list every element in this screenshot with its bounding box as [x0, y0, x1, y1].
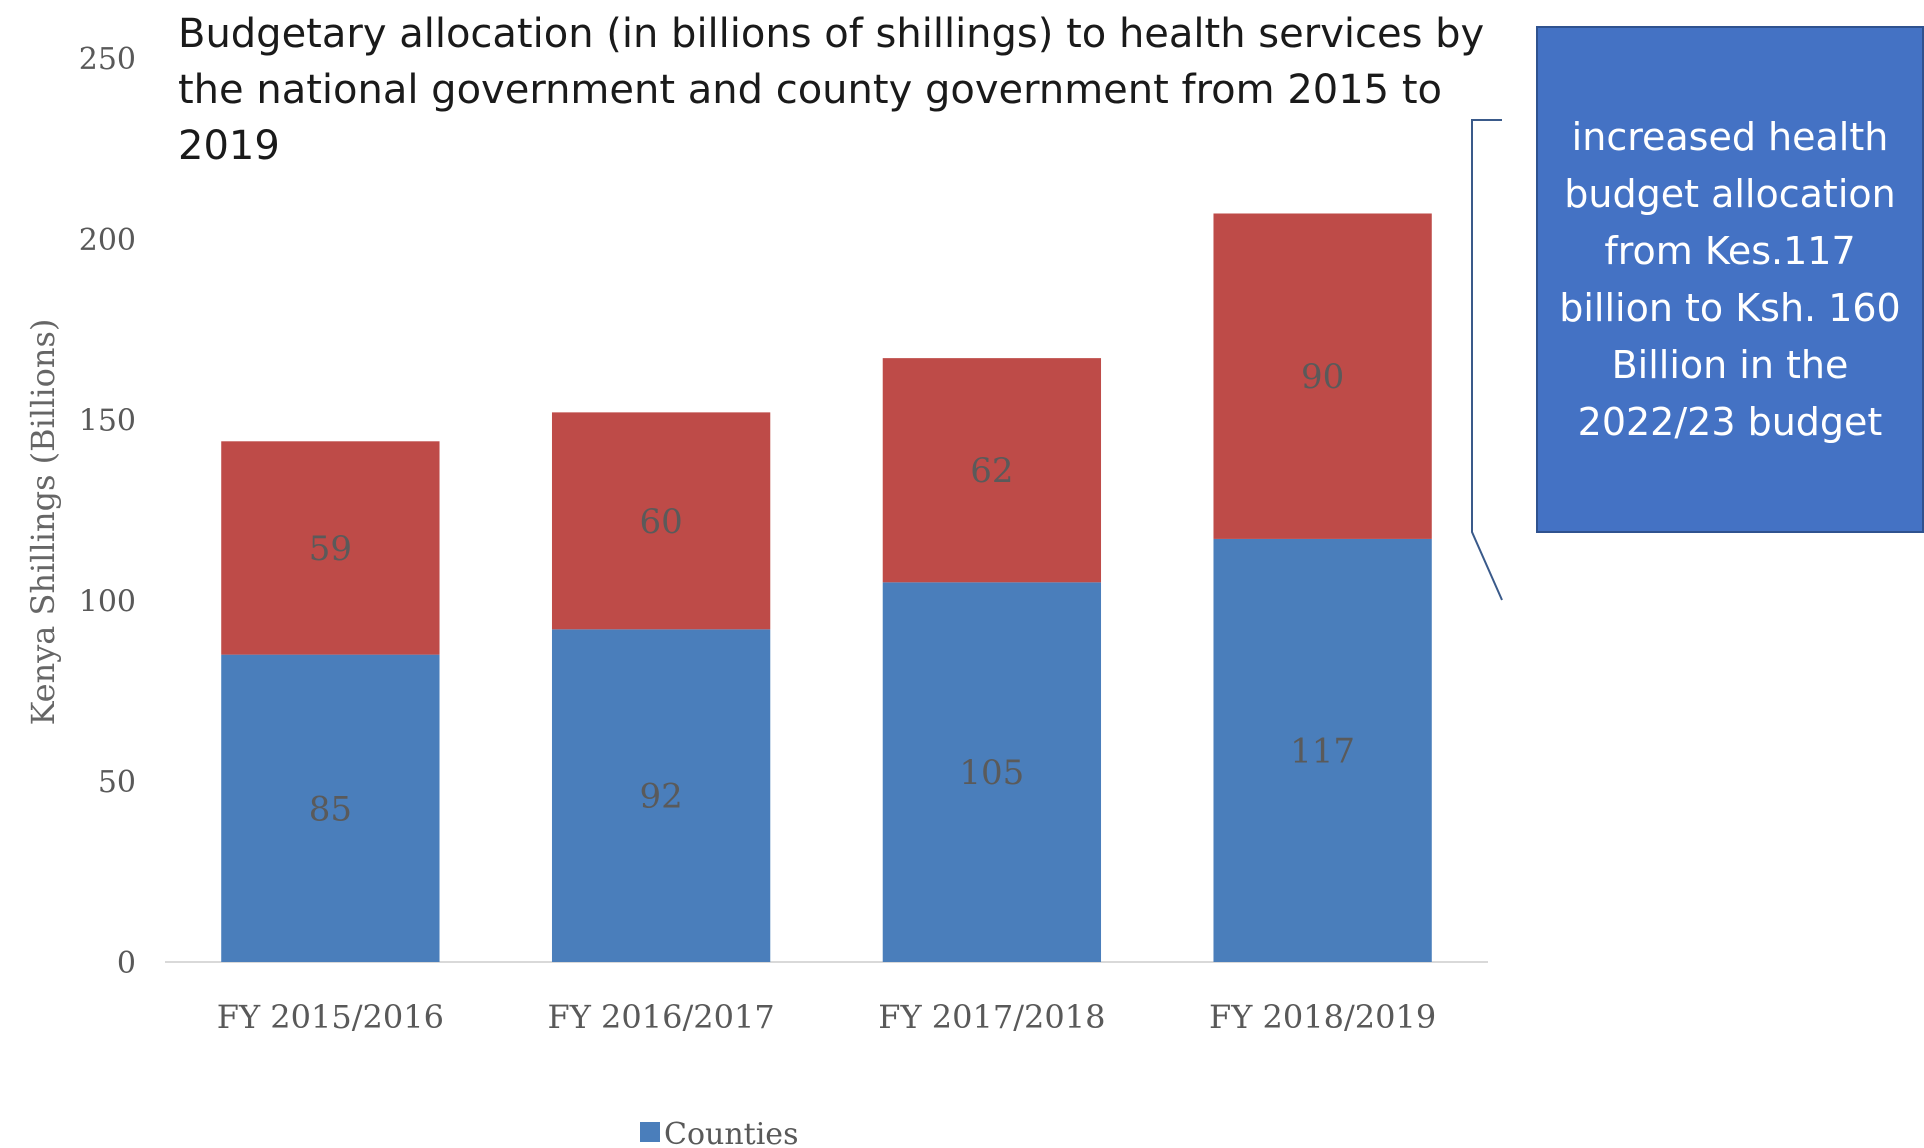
- x-tick-label: FY 2017/2018: [878, 998, 1105, 1036]
- axis-layer: 0 50 100 150 200 250 Kenya Shillings (Billions…: [24, 42, 1488, 1036]
- y-tick-label: 50: [98, 765, 136, 800]
- data-label: 92: [639, 777, 682, 817]
- x-tick-label: FY 2016/2017: [548, 998, 775, 1036]
- data-label: 62: [970, 451, 1013, 491]
- callout-bracket-line: [1471, 119, 1503, 601]
- bar-segment: [551, 412, 771, 630]
- x-tick-label: FY 2015/2016: [217, 998, 444, 1036]
- data-label: 90: [1301, 357, 1344, 397]
- bar-segment: [551, 629, 771, 962]
- callout-box: increased health budget allocation from …: [1536, 26, 1924, 533]
- y-tick-label: 200: [79, 223, 136, 258]
- bars-layer: [221, 213, 1432, 962]
- y-tick-label: 100: [79, 584, 136, 619]
- bar-segment: [882, 582, 1102, 962]
- callout-text: increased health budget allocation from …: [1559, 115, 1901, 444]
- y-axis-label: Kenya Shillings (Billions): [24, 319, 62, 726]
- legend-label: Counties: [664, 1117, 798, 1148]
- bar-segment: [1213, 213, 1432, 539]
- y-tick-label: 0: [117, 946, 136, 981]
- data-label: 59: [309, 529, 352, 569]
- data-label: 85: [309, 789, 352, 829]
- data-label: 60: [639, 502, 682, 542]
- y-tick-label: 250: [79, 42, 136, 77]
- data-label: 105: [959, 753, 1024, 793]
- legend-swatch: [640, 1122, 660, 1142]
- data-label: 117: [1290, 731, 1355, 771]
- legend: Counties: [640, 1117, 798, 1148]
- bar-segment: [221, 441, 440, 655]
- bar-segment: [882, 358, 1102, 583]
- labels-layer: 85 59 92 60 105 62 117 90: [309, 357, 1355, 829]
- x-tick-label: FY 2018/2019: [1209, 998, 1436, 1036]
- callout-connector: [1471, 119, 1503, 601]
- chart-title: Budgetary allocation (in billions of shi…: [178, 11, 1485, 169]
- y-tick-label: 150: [79, 404, 136, 439]
- bar-segment: [1213, 538, 1432, 962]
- bar-segment: [221, 654, 440, 962]
